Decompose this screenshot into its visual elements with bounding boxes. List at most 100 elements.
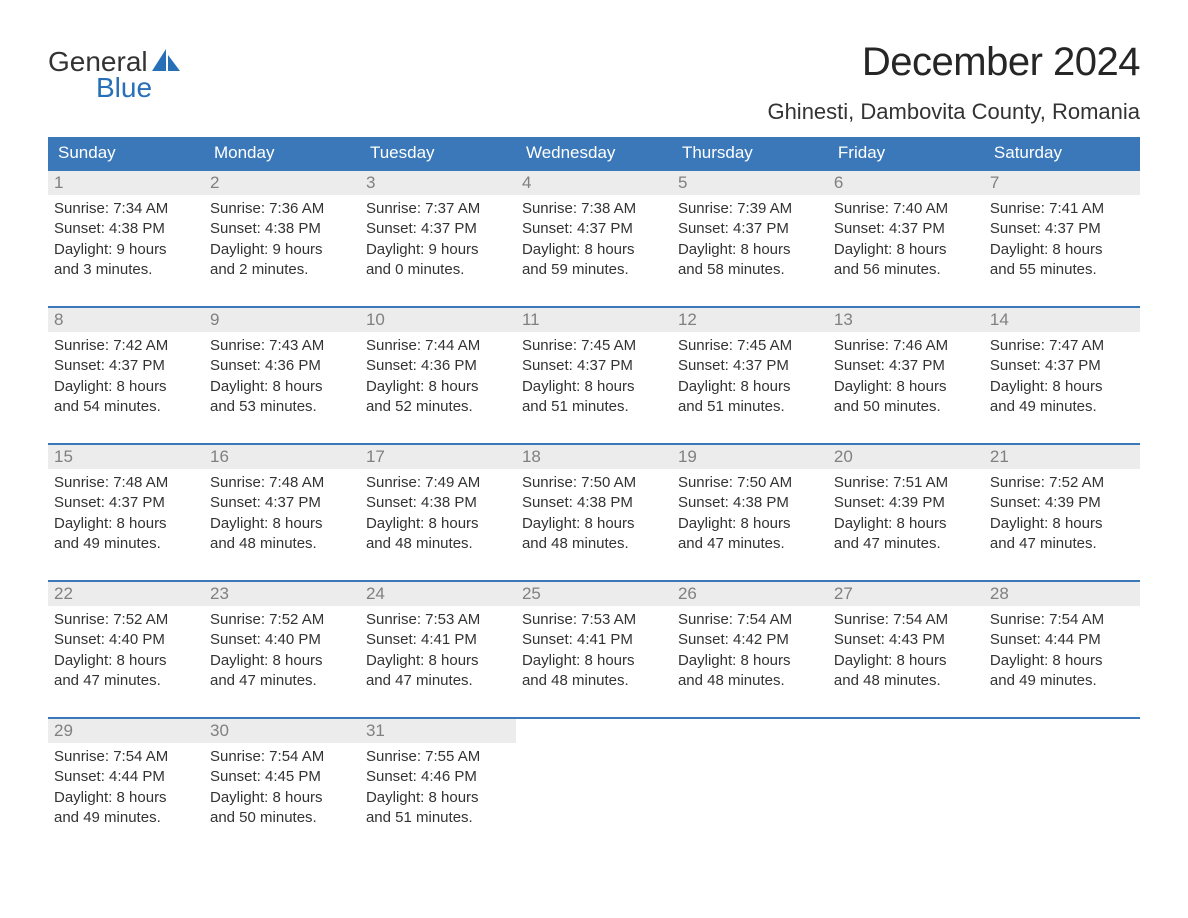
title-block: December 2024 Ghinesti, Dambovita County… [767,40,1140,125]
sunset-text: Sunset: 4:37 PM [834,219,974,239]
day-number-cell: 27 [828,581,984,606]
daylight-text-line1: Daylight: 8 hours [366,788,506,808]
daylight-text-line2: and 2 minutes. [210,260,350,280]
sunset-text: Sunset: 4:39 PM [834,493,974,513]
day-number-cell: 28 [984,581,1140,606]
daylight-text-line1: Daylight: 8 hours [54,514,194,534]
sunrise-text: Sunrise: 7:50 AM [678,473,818,493]
daylight-text-line1: Daylight: 8 hours [678,377,818,397]
sunset-text: Sunset: 4:37 PM [366,219,506,239]
daylight-text-line2: and 49 minutes. [990,671,1130,691]
sunrise-text: Sunrise: 7:50 AM [522,473,662,493]
day-number-cell: 8 [48,307,204,332]
daylight-text-line1: Daylight: 8 hours [990,514,1130,534]
daylight-text-line2: and 48 minutes. [366,534,506,554]
daylight-text-line2: and 51 minutes. [522,397,662,417]
daylight-text-line1: Daylight: 8 hours [210,788,350,808]
day-content-cell [984,743,1140,832]
daylight-text-line2: and 51 minutes. [678,397,818,417]
daylight-text-line1: Daylight: 8 hours [210,651,350,671]
daylight-text-line2: and 47 minutes. [366,671,506,691]
day-content-cell: Sunrise: 7:50 AMSunset: 4:38 PMDaylight:… [672,469,828,581]
dayhead-friday: Friday [828,137,984,170]
sunset-text: Sunset: 4:45 PM [210,767,350,787]
week-content-row: Sunrise: 7:54 AMSunset: 4:44 PMDaylight:… [48,743,1140,832]
sunset-text: Sunset: 4:37 PM [990,356,1130,376]
daylight-text-line1: Daylight: 8 hours [678,240,818,260]
daylight-text-line1: Daylight: 8 hours [834,651,974,671]
sunset-text: Sunset: 4:36 PM [210,356,350,376]
sunset-text: Sunset: 4:41 PM [522,630,662,650]
sunrise-text: Sunrise: 7:42 AM [54,336,194,356]
week-content-row: Sunrise: 7:42 AMSunset: 4:37 PMDaylight:… [48,332,1140,444]
sunrise-text: Sunrise: 7:45 AM [678,336,818,356]
daylight-text-line2: and 54 minutes. [54,397,194,417]
dayhead-saturday: Saturday [984,137,1140,170]
day-content-cell: Sunrise: 7:53 AMSunset: 4:41 PMDaylight:… [516,606,672,718]
daylight-text-line1: Daylight: 8 hours [54,788,194,808]
daylight-text-line2: and 49 minutes. [54,534,194,554]
daylight-text-line1: Daylight: 8 hours [366,377,506,397]
daylight-text-line2: and 49 minutes. [990,397,1130,417]
week-number-row: 891011121314 [48,307,1140,332]
day-content-cell: Sunrise: 7:34 AMSunset: 4:38 PMDaylight:… [48,195,204,307]
day-number-cell: 26 [672,581,828,606]
day-content-cell: Sunrise: 7:43 AMSunset: 4:36 PMDaylight:… [204,332,360,444]
day-content-cell: Sunrise: 7:54 AMSunset: 4:44 PMDaylight:… [984,606,1140,718]
day-content-cell [672,743,828,832]
sunrise-text: Sunrise: 7:37 AM [366,199,506,219]
day-content-cell: Sunrise: 7:39 AMSunset: 4:37 PMDaylight:… [672,195,828,307]
sunset-text: Sunset: 4:40 PM [54,630,194,650]
daylight-text-line2: and 48 minutes. [522,534,662,554]
daylight-text-line1: Daylight: 8 hours [990,240,1130,260]
day-number-cell: 6 [828,170,984,195]
sunrise-text: Sunrise: 7:36 AM [210,199,350,219]
calendar-table: Sunday Monday Tuesday Wednesday Thursday… [48,137,1140,832]
day-content-cell: Sunrise: 7:54 AMSunset: 4:42 PMDaylight:… [672,606,828,718]
sunrise-text: Sunrise: 7:38 AM [522,199,662,219]
day-content-cell: Sunrise: 7:45 AMSunset: 4:37 PMDaylight:… [672,332,828,444]
daylight-text-line1: Daylight: 8 hours [990,651,1130,671]
day-content-cell: Sunrise: 7:38 AMSunset: 4:37 PMDaylight:… [516,195,672,307]
day-content-cell: Sunrise: 7:45 AMSunset: 4:37 PMDaylight:… [516,332,672,444]
day-content-cell: Sunrise: 7:47 AMSunset: 4:37 PMDaylight:… [984,332,1140,444]
daylight-text-line1: Daylight: 8 hours [834,377,974,397]
day-number-cell: 22 [48,581,204,606]
sunrise-text: Sunrise: 7:52 AM [990,473,1130,493]
day-number-cell: 11 [516,307,672,332]
sunset-text: Sunset: 4:36 PM [366,356,506,376]
week-number-row: 1234567 [48,170,1140,195]
day-number-cell [672,718,828,743]
sunrise-text: Sunrise: 7:41 AM [990,199,1130,219]
sunrise-text: Sunrise: 7:49 AM [366,473,506,493]
sunset-text: Sunset: 4:37 PM [210,493,350,513]
day-header-row: Sunday Monday Tuesday Wednesday Thursday… [48,137,1140,170]
day-number-cell: 18 [516,444,672,469]
day-number-cell: 20 [828,444,984,469]
sunrise-text: Sunrise: 7:47 AM [990,336,1130,356]
sunset-text: Sunset: 4:37 PM [834,356,974,376]
day-content-cell [828,743,984,832]
daylight-text-line2: and 48 minutes. [522,671,662,691]
sunrise-text: Sunrise: 7:46 AM [834,336,974,356]
day-number-cell: 3 [360,170,516,195]
day-number-cell: 16 [204,444,360,469]
dayhead-thursday: Thursday [672,137,828,170]
dayhead-wednesday: Wednesday [516,137,672,170]
sunrise-text: Sunrise: 7:54 AM [990,610,1130,630]
day-number-cell: 17 [360,444,516,469]
daylight-text-line2: and 48 minutes. [678,671,818,691]
daylight-text-line2: and 48 minutes. [834,671,974,691]
daylight-text-line2: and 49 minutes. [54,808,194,828]
day-number-cell: 2 [204,170,360,195]
daylight-text-line2: and 59 minutes. [522,260,662,280]
logo-word-blue: Blue [96,72,180,104]
daylight-text-line1: Daylight: 8 hours [522,240,662,260]
sunrise-text: Sunrise: 7:43 AM [210,336,350,356]
week-content-row: Sunrise: 7:52 AMSunset: 4:40 PMDaylight:… [48,606,1140,718]
day-number-cell: 30 [204,718,360,743]
dayhead-tuesday: Tuesday [360,137,516,170]
day-number-cell: 29 [48,718,204,743]
day-content-cell: Sunrise: 7:41 AMSunset: 4:37 PMDaylight:… [984,195,1140,307]
dayhead-sunday: Sunday [48,137,204,170]
